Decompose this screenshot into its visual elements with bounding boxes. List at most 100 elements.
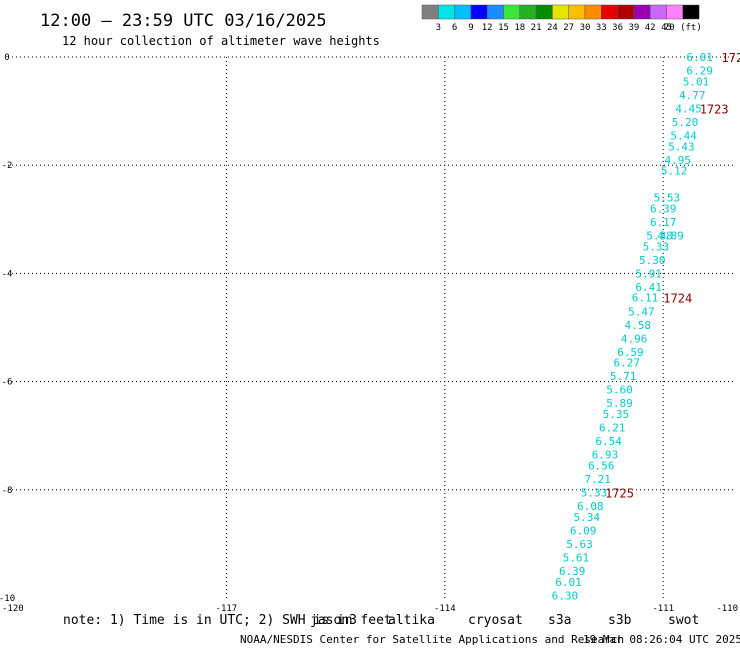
swh-point: 4.58 <box>624 319 651 332</box>
swh-point: 6.30 <box>552 589 579 602</box>
swh-point: 4.77 <box>679 89 706 102</box>
x-tick-label: -117 <box>216 604 238 614</box>
swh-point: 4.95 <box>665 154 692 167</box>
colorbar-swatch <box>552 4 569 20</box>
swh-point: 5.33 <box>581 487 608 500</box>
swh-point: 5.88 <box>646 230 673 243</box>
plot-area: 0-2-4-6-8-10-120-117-114-111-108-1106.01… <box>0 51 740 614</box>
colorbar-swatch <box>503 4 521 20</box>
satellite-label-altika: altika <box>388 613 435 628</box>
swh-point: 6.39 <box>559 565 586 578</box>
swh-point: 7.21 <box>584 473 611 486</box>
colorbar-label: 27 <box>563 23 574 33</box>
colorbar-swatch <box>535 4 553 20</box>
time-label: 1724 <box>663 292 692 306</box>
swh-point: 6.93 <box>592 449 619 462</box>
satellite-label-s3a: s3a <box>548 613 571 628</box>
satellite-label-s3b: s3b <box>608 613 632 628</box>
swh-point: 6.09 <box>570 524 597 537</box>
swh-point: 5.91 <box>635 267 662 280</box>
y-tick-label: -2 <box>2 161 13 171</box>
chart-title: 12:00 — 23:59 UTC 03/16/2025 <box>40 11 327 31</box>
swh-point: 6.21 <box>599 422 626 435</box>
swh-point: 6.01 <box>555 576 582 589</box>
swh-point: 5.63 <box>566 538 593 551</box>
x-tick-label: -111 <box>652 604 674 614</box>
timestamp-text: 19 Mar 08:26:04 UTC 2025 <box>583 633 740 646</box>
colorbar-label: 21 <box>531 23 542 33</box>
colorbar-label: 6 <box>452 23 457 33</box>
colorbar-swatch <box>584 4 602 20</box>
swh-point: 6.59 <box>617 346 644 359</box>
x-tick-label: -110 <box>716 604 738 614</box>
swh-point: 5.43 <box>668 140 695 153</box>
swh-point: 5.60 <box>606 384 633 397</box>
chart-subtitle: 12 hour collection of altimeter wave hei… <box>62 34 380 48</box>
swh-point: 4.45 <box>675 102 702 115</box>
colorbar-swatch <box>617 4 635 20</box>
x-tick-label: -114 <box>434 604 456 614</box>
satellite-label-swot: swot <box>668 613 699 628</box>
swh-point: 6.08 <box>577 500 604 513</box>
time-label: 1725 <box>605 487 634 501</box>
time-label: 1723 <box>700 102 729 116</box>
swh-point: 4.96 <box>621 332 648 345</box>
colorbar-swatch <box>601 4 618 20</box>
colorbar-label: 12 <box>482 23 493 33</box>
colorbar-label: 9 <box>468 23 473 33</box>
swh-point: 5.53 <box>654 192 681 205</box>
swh-point: 5.47 <box>628 305 655 318</box>
x-tick-label: -120 <box>2 604 24 614</box>
swh-point: 6.01 <box>686 51 713 64</box>
colorbar-swatch <box>438 4 455 20</box>
swh-point: 5.01 <box>683 75 710 88</box>
satellite-legend: jason3 altika cryosat s3a s3b swot <box>310 613 699 628</box>
swh-point: 5.35 <box>603 408 630 421</box>
colorbar-label: 24 <box>547 23 558 33</box>
colorbar-label: 30 <box>580 23 591 33</box>
y-tick-label: -4 <box>2 269 13 279</box>
colorbar-label: 45 <box>661 23 672 33</box>
colorbar-swatch <box>682 4 700 20</box>
colorbar-swatch <box>470 4 488 20</box>
footer: note: 1) Time is in UTC; 2) SWH is in fe… <box>63 613 740 646</box>
colorbar-label: 3 <box>436 23 441 33</box>
swh-point: 5.34 <box>574 511 601 524</box>
satellite-label-cryosat: cryosat <box>468 613 523 628</box>
colorbar-label: 36 <box>612 23 623 33</box>
swh-point: 6.54 <box>595 435 622 448</box>
swh-point: 6.17 <box>650 216 677 229</box>
series-s3a: 6.016.295.014.774.455.205.445.434.955.12… <box>552 51 740 602</box>
satellite-label-jason3: jason3 <box>310 613 357 628</box>
swh-point: 5.20 <box>672 116 699 129</box>
swh-point: 5.30 <box>639 254 666 267</box>
credit-text: NOAA/NESDIS Center for Satellite Applica… <box>240 633 624 646</box>
colorbar-swatch <box>519 4 537 20</box>
swh-point: 5.61 <box>563 551 590 564</box>
swh-point: 6.41 <box>635 281 662 294</box>
colorbar-label: 70 (ft) <box>664 23 702 33</box>
swh-point: 6.56 <box>588 459 615 472</box>
y-tick-label: -8 <box>2 486 13 496</box>
swh-point: 4.89 <box>657 230 684 243</box>
swh-point: 5.71 <box>610 370 637 383</box>
swh-point: 5.44 <box>670 129 697 142</box>
colorbar-swatch <box>568 4 586 20</box>
swh-point: 6.29 <box>686 65 713 78</box>
colorbar-swatch <box>421 4 439 20</box>
swh-point: 6.39 <box>650 202 677 215</box>
colorbar-swatch <box>454 4 472 20</box>
y-tick-label: 0 <box>4 53 9 63</box>
y-tick-label: -6 <box>2 378 13 388</box>
y-tick-label: -10 <box>0 594 15 604</box>
colorbar-label: 42 <box>645 23 656 33</box>
colorbar-swatch <box>649 4 667 20</box>
footer-note: note: 1) Time is in UTC; 2) SWH is in fe… <box>63 613 392 628</box>
swh-point: 6.11 <box>632 292 659 305</box>
colorbar-label: 18 <box>514 23 525 33</box>
colorbar-swatch <box>633 4 651 20</box>
time-label: 1722 <box>722 51 740 65</box>
colorbar-swatch <box>666 4 684 20</box>
